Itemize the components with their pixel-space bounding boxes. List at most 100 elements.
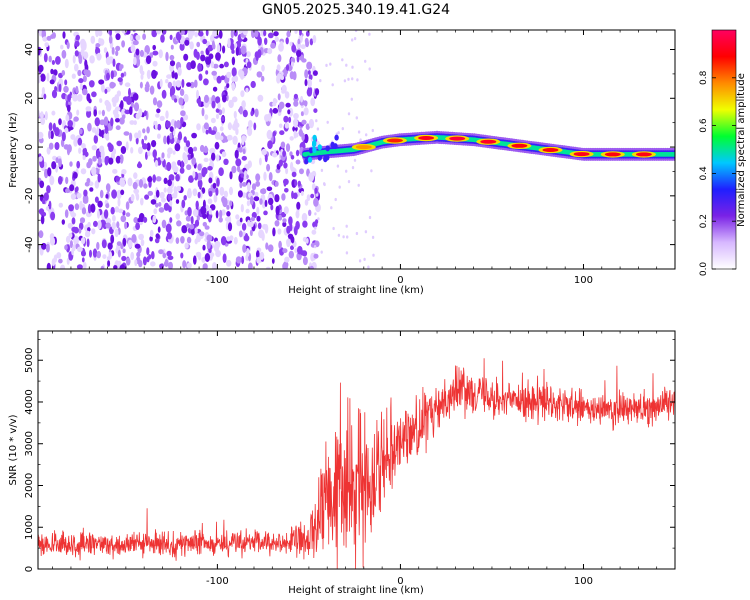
noise-blob — [86, 238, 90, 248]
noise-blob — [184, 242, 189, 249]
noise-blob — [146, 69, 151, 80]
noise-blob — [201, 187, 206, 194]
noise-blob — [97, 173, 101, 183]
noise-blob — [351, 65, 354, 69]
noise-blob — [96, 52, 102, 61]
noise-blob — [146, 142, 151, 151]
noise-blob — [79, 128, 83, 135]
noise-blob — [150, 261, 156, 267]
noise-blob — [144, 135, 148, 141]
noise-blob — [239, 181, 243, 189]
noise-blob — [165, 110, 169, 119]
spectrogram-y-ticks: -40 -20 0 20 40 — [24, 43, 675, 270]
noise-blob — [180, 110, 186, 117]
noise-blob — [78, 78, 84, 84]
noise-blob — [354, 30, 358, 33]
noise-blob — [160, 34, 165, 43]
noise-blob — [119, 177, 125, 187]
noise-blob — [83, 189, 88, 197]
noise-blob — [297, 245, 303, 255]
noise-blob — [58, 118, 62, 126]
noise-blob — [112, 148, 117, 155]
noise-blob — [274, 181, 279, 187]
noise-blob — [223, 190, 228, 198]
noise-blob — [240, 204, 244, 213]
noise-blob — [242, 182, 247, 187]
noise-blob — [101, 109, 105, 117]
noise-blob — [153, 208, 158, 215]
noise-blob — [368, 215, 372, 220]
noise-blob — [191, 132, 198, 139]
noise-blob — [364, 59, 367, 63]
noise-blob — [184, 39, 190, 46]
noise-blob — [163, 202, 170, 211]
noise-blob — [296, 50, 302, 57]
noise-blob — [96, 126, 100, 136]
noise-blob — [279, 130, 285, 136]
noise-blob — [260, 188, 264, 194]
noise-blob — [177, 67, 182, 76]
noise-blob — [61, 70, 66, 76]
noise-blob — [95, 30, 99, 38]
noise-blob — [194, 219, 200, 227]
noise-blob — [165, 51, 169, 62]
noise-blob — [204, 225, 210, 230]
snr-plot-area — [38, 331, 675, 569]
noise-blob — [183, 53, 189, 61]
noise-blob — [130, 194, 135, 202]
noise-blob — [233, 236, 238, 245]
noise-blob — [114, 113, 120, 119]
noise-blob — [120, 146, 127, 154]
noise-blob — [68, 232, 73, 239]
noise-blob — [234, 118, 238, 127]
noise-blob — [181, 78, 185, 88]
noise-blob — [179, 88, 185, 96]
noise-blob — [94, 196, 99, 203]
noise-blob — [294, 30, 298, 34]
noise-blob — [186, 236, 192, 244]
noise-blob — [253, 122, 257, 131]
noise-blob — [147, 190, 153, 196]
ridge-hotspot — [604, 152, 621, 157]
noise-blob — [239, 105, 243, 115]
noise-blob — [98, 79, 105, 85]
ridge-fragment — [312, 147, 317, 153]
noise-blob — [223, 61, 229, 68]
noise-blob — [147, 176, 153, 183]
noise-blob — [280, 211, 287, 218]
noise-blob — [103, 209, 109, 219]
noise-blob — [137, 130, 142, 139]
noise-blob — [303, 107, 309, 116]
noise-blob — [46, 262, 51, 269]
spectrogram-ridge — [301, 130, 675, 165]
noise-blob — [214, 141, 220, 150]
noise-blob — [141, 138, 145, 146]
snr-panel: -100 0 100 0 1000 2000 3000 4000 5000 Height of… — [8, 330, 676, 596]
noise-blob — [80, 237, 86, 245]
noise-blob — [116, 140, 122, 147]
noise-blob — [165, 223, 172, 233]
ridge-fragment — [330, 141, 335, 148]
noise-blob — [292, 71, 297, 81]
noise-blob — [330, 206, 333, 210]
noise-blob — [174, 136, 178, 143]
noise-blob — [155, 233, 160, 239]
noise-blob — [203, 157, 209, 163]
y-tick-label: 2000 — [24, 473, 35, 498]
noise-blob — [282, 218, 287, 223]
noise-blob — [66, 104, 71, 113]
noise-blob — [300, 44, 306, 50]
noise-blob — [119, 63, 123, 72]
noise-blob — [107, 260, 111, 267]
noise-blob — [183, 93, 189, 103]
noise-blob — [64, 244, 68, 251]
noise-blob — [46, 146, 51, 155]
noise-blob — [156, 100, 163, 108]
noise-blob — [309, 265, 314, 269]
noise-blob — [74, 187, 78, 193]
noise-blob — [355, 231, 359, 236]
noise-blob — [93, 134, 99, 144]
noise-blob — [112, 215, 116, 222]
noise-blob — [159, 263, 164, 269]
noise-blob — [290, 245, 294, 250]
